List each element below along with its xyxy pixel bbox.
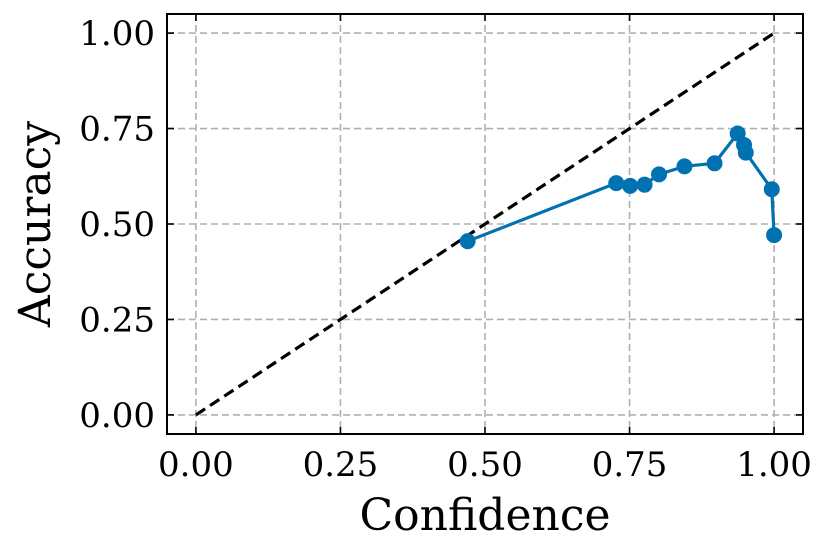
data-point [608, 175, 625, 192]
data-point [459, 233, 476, 250]
reference-diagonal-line [195, 31, 775, 417]
data-point [766, 227, 783, 244]
x-tick-label: 0.25 [303, 445, 379, 485]
data-point [706, 155, 723, 172]
data-point [676, 158, 693, 175]
y-tick-label: 0.25 [79, 300, 155, 340]
y-axis-label: Accuracy [10, 121, 61, 328]
data-point [622, 177, 639, 194]
x-tick-label: 0.50 [447, 445, 523, 485]
series-group [459, 125, 783, 250]
x-tick-label: 0.75 [592, 445, 668, 485]
data-point [636, 176, 653, 193]
x-tick-label: 0.00 [158, 445, 234, 485]
data-point [651, 166, 668, 183]
y-tick-label: 1.00 [79, 14, 155, 54]
data-point [737, 144, 754, 161]
tick-group: 0.00 0.25 0.50 0.75 1.00 0.00 0.25 0.50 0.75 1.00 [79, 14, 812, 485]
y-tick-label: 0.00 [79, 396, 155, 436]
data-point [763, 181, 780, 198]
x-axis-label: Confidence [359, 490, 610, 541]
reference-line-group [195, 31, 775, 417]
x-tick-label: 1.00 [736, 445, 812, 485]
y-tick-label: 0.75 [79, 110, 155, 150]
y-tick-label: 0.50 [79, 205, 155, 245]
